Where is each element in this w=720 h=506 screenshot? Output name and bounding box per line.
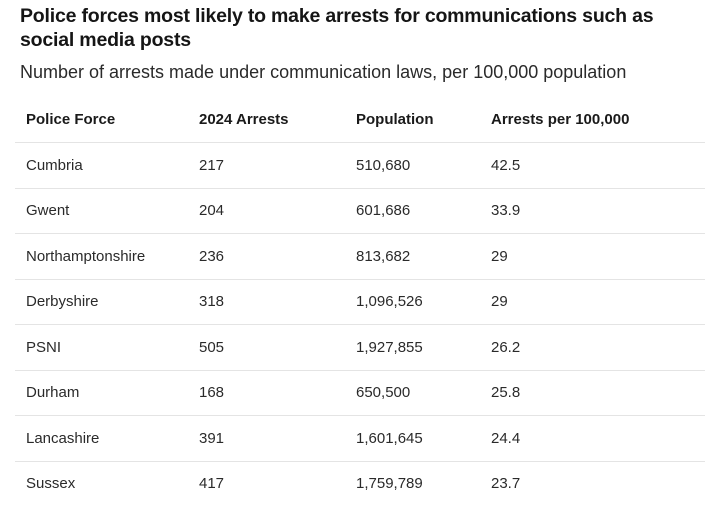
police-force-cell: Gwent: [15, 188, 188, 234]
police-force-cell: Cumbria: [15, 142, 188, 189]
arrests-cell: 318: [188, 279, 345, 325]
arrests-table: Police Force 2024 Arrests Population Arr…: [15, 96, 705, 506]
header-arrests-per-100000: Arrests per 100,000: [480, 96, 705, 143]
rate-cell: 29: [480, 279, 705, 325]
header-police-force: Police Force: [15, 96, 188, 143]
police-force-cell: Derbyshire: [15, 279, 188, 325]
arrests-cell: 168: [188, 370, 345, 416]
table-row: Lancashire 391 1,601,645 24.4: [15, 415, 705, 462]
arrests-cell: 417: [199, 475, 225, 493]
table-row: PSNI 505 1,927,855 26.2: [15, 324, 705, 371]
police-force-cell: Northamptonshire: [15, 233, 188, 280]
population-cell: 813,682: [345, 233, 480, 280]
population-cell: 1,927,855: [345, 324, 480, 371]
table-row: Northamptonshire 236 813,682 29: [15, 233, 705, 280]
arrests-cell: 505: [188, 324, 345, 371]
police-force-cell: Durham: [15, 370, 188, 416]
police-force-cell: Sussex: [26, 475, 76, 493]
population-cell: 1,759,789: [356, 475, 423, 493]
police-force-cell: Lancashire: [15, 415, 188, 462]
table-title: Police forces most likely to make arrest…: [20, 5, 654, 51]
table-subtitle: Number of arrests made under communicati…: [20, 62, 627, 82]
rate-cell: 26.2: [480, 324, 705, 371]
table-row: Cumbria 217 510,680 42.5: [15, 142, 705, 189]
population-cell: 510,680: [345, 142, 480, 189]
rate-cell: 23.7: [491, 475, 521, 493]
population-cell: 601,686: [345, 188, 480, 234]
arrests-cell: 217: [188, 142, 345, 189]
table-row: Durham 168 650,500 25.8: [15, 370, 705, 416]
header-row: Police Force 2024 Arrests Population Arr…: [15, 96, 705, 143]
population-cell: 1,601,645: [345, 415, 480, 462]
header-2024-arrests: 2024 Arrests: [188, 96, 345, 143]
arrests-cell: 204: [188, 188, 345, 234]
rate-cell: 42.5: [480, 142, 705, 189]
population-cell: 650,500: [345, 370, 480, 416]
table-row: Derbyshire 318 1,096,526 29: [15, 279, 705, 325]
arrests-cell: 236: [188, 233, 345, 280]
table-row: Gwent 204 601,686 33.9: [15, 188, 705, 234]
rate-cell: 24.4: [480, 415, 705, 462]
rate-cell: 29: [480, 233, 705, 280]
rate-cell: 25.8: [480, 370, 705, 416]
police-force-cell: PSNI: [15, 324, 188, 371]
arrests-cell: 391: [188, 415, 345, 462]
table-row: Sussex 417 1,759,789 23.7: [15, 461, 705, 506]
population-cell: 1,096,526: [345, 279, 480, 325]
header-population: Population: [345, 96, 480, 143]
rate-cell: 33.9: [480, 188, 705, 234]
